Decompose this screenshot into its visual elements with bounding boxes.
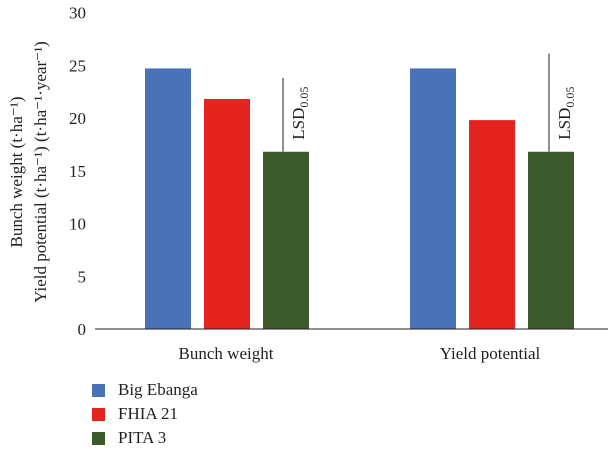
bar-pita-3 xyxy=(528,151,574,329)
x-category-label: Yield potential xyxy=(440,344,541,363)
bar-fhia-21 xyxy=(469,120,515,329)
x-category-label: Bunch weight xyxy=(179,344,274,363)
bar-pita-3 xyxy=(263,151,309,329)
y-axis-label-line1: Bunch weight (t·ha⁻¹) xyxy=(7,97,26,248)
y-tick-label: 0 xyxy=(78,320,87,339)
bar-big-ebanga xyxy=(145,68,191,329)
legend: Big Ebanga FHIA 21 PITA 3 xyxy=(92,378,198,450)
legend-label: FHIA 21 xyxy=(118,404,178,423)
y-tick-label: 20 xyxy=(69,109,86,128)
legend-label: PITA 3 xyxy=(118,428,167,447)
lsd-label: LSD0.05 xyxy=(289,87,311,140)
legend-item: Big Ebanga xyxy=(92,378,198,402)
lsd-markers: LSD0.05 LSD0.05 xyxy=(282,53,577,152)
legend-label: Big Ebanga xyxy=(118,380,198,399)
x-axis-categories: Bunch weight Yield potential xyxy=(179,344,541,363)
bars xyxy=(145,68,574,329)
bar-chart: 0 5 10 15 20 25 30 LSD0.05 LSD0.05 Bunch weight… xyxy=(7,4,608,363)
legend-item: FHIA 21 xyxy=(92,402,198,426)
y-tick-label: 30 xyxy=(69,4,86,23)
y-axis-label-line2: Yield potential (t·ha⁻¹) (t·ha⁻¹·year⁻¹) xyxy=(31,41,50,303)
bar-big-ebanga xyxy=(410,68,456,329)
y-tick-label: 5 xyxy=(78,267,87,286)
legend-swatch xyxy=(92,407,105,421)
y-tick-label: 15 xyxy=(69,162,86,181)
legend-swatch xyxy=(92,383,105,397)
y-tick-label: 25 xyxy=(69,56,86,75)
legend-item: PITA 3 xyxy=(92,426,198,450)
legend-swatch xyxy=(92,431,105,445)
y-axis-ticks: 0 5 10 15 20 25 30 xyxy=(69,4,86,340)
lsd-label: LSD0.05 xyxy=(555,87,577,140)
bar-fhia-21 xyxy=(204,99,250,329)
y-tick-label: 10 xyxy=(69,215,86,234)
